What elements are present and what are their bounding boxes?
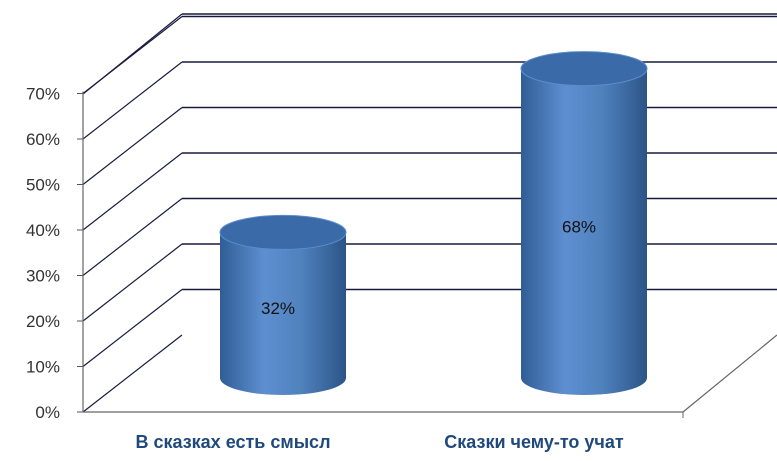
y-tick-label: 40% bbox=[26, 221, 60, 240]
y-tick-label: 0% bbox=[35, 403, 60, 422]
y-tick-label: 70% bbox=[26, 85, 60, 104]
side-wall-line bbox=[82, 334, 183, 413]
side-wall-line bbox=[82, 61, 183, 140]
y-tick-labels: 0% 10% 20% 30% 40% 50% 60% 70% bbox=[26, 85, 60, 423]
side-wall-line bbox=[82, 198, 183, 276]
y-tick-label: 10% bbox=[26, 358, 60, 377]
bar-top bbox=[219, 214, 347, 250]
gridlines bbox=[82, 13, 777, 413]
bar bbox=[219, 214, 347, 395]
y-tick-label: 50% bbox=[26, 176, 60, 195]
side-wall-line bbox=[82, 289, 183, 367]
bars: 32% 68% bbox=[219, 51, 648, 395]
category-labels: В сказках есть смысл Сказки чему-то учат bbox=[135, 432, 623, 452]
y-tick-label: 60% bbox=[26, 130, 60, 149]
side-wall-line bbox=[82, 152, 183, 231]
bar-top bbox=[520, 51, 648, 87]
side-wall-line bbox=[82, 13, 183, 95]
data-label: 68% bbox=[562, 217, 596, 236]
bar-body bbox=[220, 232, 346, 395]
side-wall-line bbox=[82, 107, 183, 185]
bar-body bbox=[521, 68, 647, 395]
category-label: В сказках есть смысл bbox=[135, 432, 330, 452]
category-label: Сказки чему-то учат bbox=[444, 432, 624, 452]
axes bbox=[77, 91, 777, 418]
y-tick-label: 20% bbox=[26, 312, 60, 331]
y-tick-label: 30% bbox=[26, 267, 60, 286]
data-label: 32% bbox=[261, 299, 295, 318]
bar bbox=[520, 51, 648, 395]
floor-edge bbox=[682, 334, 777, 413]
side-wall-line bbox=[82, 243, 183, 322]
